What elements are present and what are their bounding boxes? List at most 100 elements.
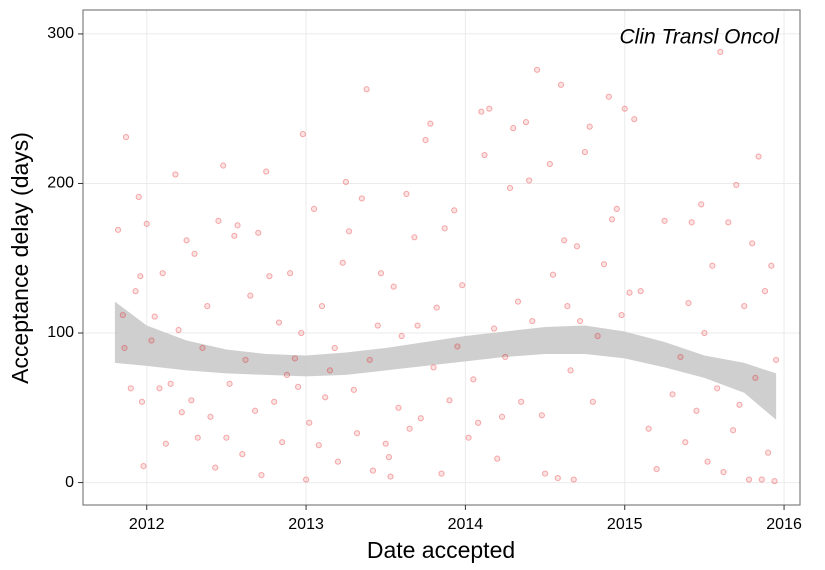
point (717, 48, 724, 55)
point (234, 222, 241, 229)
point (510, 125, 517, 132)
point (275, 319, 283, 326)
point (271, 398, 278, 405)
point (188, 397, 195, 404)
point (119, 311, 126, 319)
point (720, 468, 727, 476)
point (178, 409, 185, 416)
point (132, 288, 139, 295)
point (653, 466, 660, 473)
point (302, 476, 310, 483)
point (498, 413, 506, 420)
point (239, 451, 246, 458)
point (342, 178, 349, 186)
point (564, 303, 571, 310)
point (194, 434, 201, 441)
point (765, 449, 772, 456)
point (755, 153, 762, 160)
point (156, 385, 163, 392)
x-tick-label: 2013 (288, 516, 324, 533)
point (771, 477, 778, 485)
point (279, 439, 286, 446)
point (350, 386, 357, 393)
point (526, 177, 533, 184)
point (167, 380, 174, 387)
point (729, 427, 737, 434)
point (151, 313, 158, 320)
point (387, 473, 394, 480)
point (594, 332, 601, 340)
point (549, 271, 557, 278)
point (768, 262, 775, 269)
point (298, 329, 305, 337)
point (226, 380, 233, 387)
x-tick-label: 2012 (129, 516, 165, 533)
y-tick-label: 300 (47, 25, 74, 42)
point (481, 151, 488, 159)
point (422, 137, 429, 144)
point (490, 325, 498, 332)
point (287, 270, 294, 277)
point (704, 458, 711, 465)
point (403, 190, 410, 198)
point (322, 394, 329, 401)
point (677, 353, 684, 361)
point (231, 232, 238, 239)
point (204, 303, 211, 310)
point (137, 273, 144, 280)
point (438, 470, 445, 477)
point (613, 205, 620, 212)
point (541, 470, 549, 477)
point (752, 374, 759, 381)
point (600, 261, 608, 268)
point (306, 419, 313, 426)
point (581, 148, 589, 156)
point (345, 228, 353, 235)
point (377, 270, 385, 277)
point (175, 326, 182, 334)
point (441, 225, 448, 232)
point (506, 184, 514, 192)
point (382, 440, 389, 447)
point (557, 81, 565, 88)
point (698, 201, 705, 208)
point (534, 66, 541, 73)
confidence-band (114, 301, 777, 420)
point (761, 288, 769, 295)
point (682, 439, 689, 446)
point (538, 412, 545, 419)
point (299, 131, 306, 138)
point (183, 237, 190, 244)
point (310, 205, 318, 212)
point (454, 343, 461, 350)
point (363, 86, 370, 93)
point (266, 273, 273, 280)
point (162, 440, 169, 447)
point (258, 471, 265, 479)
point (486, 105, 493, 112)
point (518, 398, 525, 405)
point (295, 383, 302, 390)
x-axis-label: Date accepted (367, 537, 515, 563)
point (478, 108, 485, 115)
y-axis-label: Acceptance delay (days) (7, 132, 33, 384)
point (608, 216, 616, 223)
point (191, 250, 198, 257)
point (315, 442, 322, 449)
point (745, 476, 753, 483)
point (199, 344, 206, 352)
point (605, 93, 612, 100)
point (138, 398, 146, 405)
point (374, 322, 381, 329)
point (561, 237, 568, 244)
point (411, 234, 418, 241)
point (140, 463, 147, 470)
annotation: Clin Transl Oncol (620, 26, 781, 49)
point (586, 123, 593, 130)
point (589, 398, 596, 405)
point (701, 329, 708, 337)
point (430, 364, 437, 371)
